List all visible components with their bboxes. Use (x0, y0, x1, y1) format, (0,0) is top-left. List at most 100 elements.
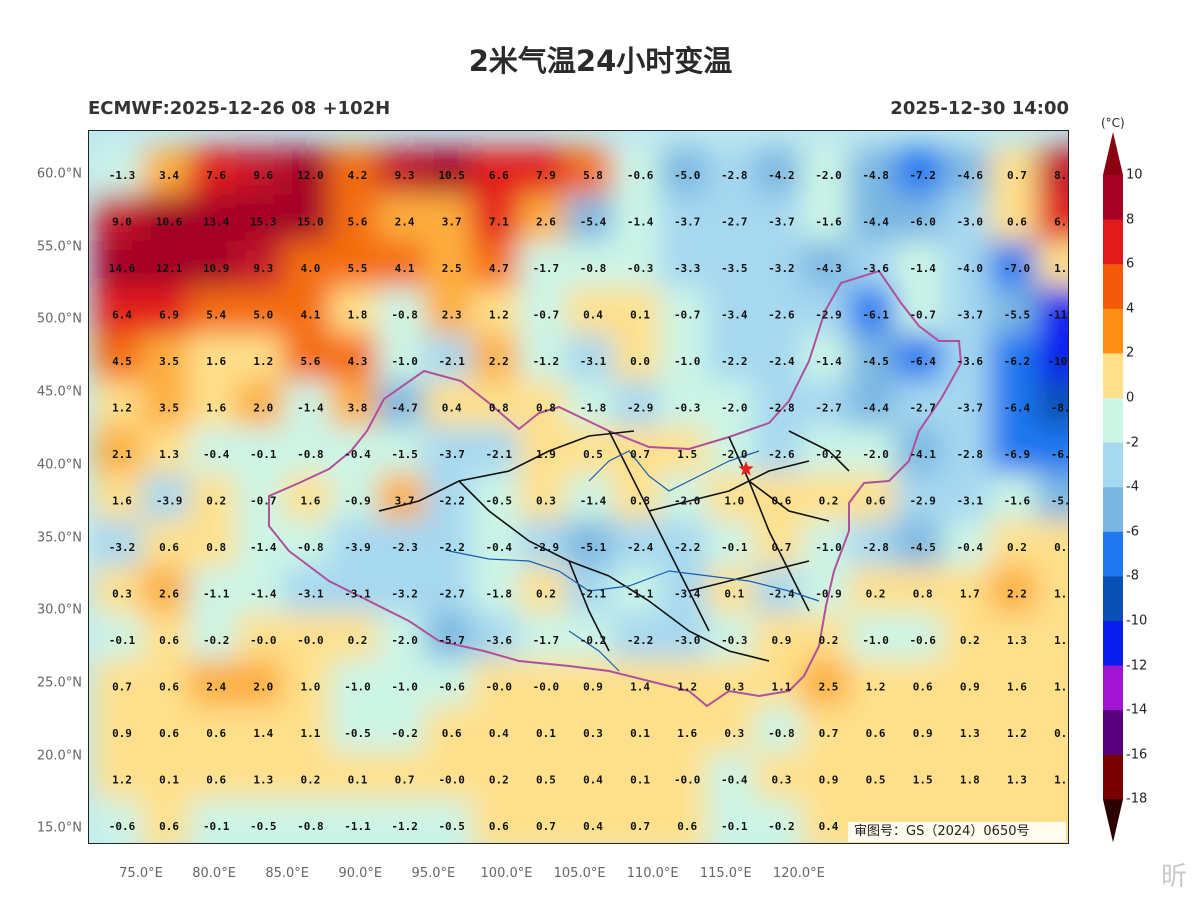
grid-value-label: -2.2 (721, 355, 748, 368)
grid-value-label: -0.1 (721, 541, 748, 554)
grid-value-label: 0.7 (112, 681, 132, 694)
grid-value-label: 1.6 (206, 355, 226, 368)
field-cell (1036, 659, 1068, 714)
grid-value-label: 1.3 (1007, 774, 1027, 787)
legend-tick-label: -18 (1126, 791, 1148, 807)
field-cell (141, 659, 197, 714)
field-cell (989, 240, 1045, 296)
field-cell (612, 612, 668, 668)
grid-value-label: -2.9 (533, 541, 560, 554)
field-cell (848, 566, 904, 621)
grid-value-label: 1.8 (960, 774, 980, 787)
grid-value-label: 0.1 (630, 309, 650, 322)
field-cell (848, 659, 904, 714)
field-cell (706, 659, 762, 714)
field-cell (753, 705, 809, 761)
grid-value-label: -0.6 (627, 169, 654, 182)
grid-value-label: 14.6 (109, 262, 136, 275)
legend-tick-label: -12 (1126, 658, 1148, 674)
field-cell (329, 147, 386, 203)
field-cell (282, 519, 338, 575)
field-cell (471, 194, 527, 249)
grid-value-label: 0.6 (866, 495, 886, 508)
field-cell (1036, 147, 1068, 203)
grid-value-label: 0.5 (866, 774, 886, 787)
grid-value-label: -3.4 (721, 309, 748, 322)
grid-value-label: -1.7 (533, 262, 560, 275)
field-cell (329, 519, 386, 575)
legend-swatch (1103, 264, 1123, 310)
field-cell (942, 287, 998, 342)
grid-value-label: -2.0 (815, 169, 842, 182)
field-cell (706, 473, 762, 528)
field-cell (895, 659, 951, 714)
field-cell (800, 659, 857, 714)
field-cell (518, 194, 574, 249)
legend-swatch (1103, 531, 1123, 577)
grid-value-label: -2.9 (909, 495, 936, 508)
grid-value-label: -2.0 (391, 634, 418, 647)
field-cell (518, 147, 574, 203)
grid-value-label: -0.6 (438, 681, 465, 694)
field-cell (895, 194, 951, 249)
longitude-tick-label: 115.0°E (699, 866, 752, 881)
grid-value-label: 1.8 (348, 309, 368, 322)
field-cell (1036, 752, 1068, 807)
field-cell (282, 798, 338, 843)
grid-value-label: -3.3 (674, 262, 701, 275)
field-cell (518, 612, 574, 668)
field-cell (565, 240, 621, 296)
grid-value-label: 0.2 (300, 774, 320, 787)
grid-value-label: 1.3 (159, 448, 179, 461)
grid-value-label: 15.3 (250, 216, 276, 229)
field-cell (659, 752, 715, 807)
field-cell (141, 612, 197, 668)
grid-value-label: -2.8 (768, 402, 795, 415)
legend-tick-label: -14 (1126, 702, 1148, 718)
grid-value-label: 0.4 (442, 402, 462, 415)
field-cell (848, 612, 904, 668)
field-cell (377, 752, 433, 807)
field-cell (895, 287, 951, 342)
field-cell (706, 333, 762, 389)
grid-value-label: 0.2 (536, 588, 556, 601)
field-cell (424, 287, 480, 342)
field-cell (706, 240, 762, 296)
legend-tick-label: 10 (1126, 167, 1143, 183)
field-cell (706, 147, 762, 203)
field-cell (800, 380, 857, 435)
field-cell (329, 566, 386, 621)
field-cell (471, 566, 527, 621)
grid-value-label: -2.0 (721, 448, 748, 461)
field-cell (282, 333, 338, 389)
grid-value-label: 0.6 (442, 727, 462, 740)
grid-value-label: -1.2 (391, 820, 418, 833)
grid-value-label: 3.8 (348, 402, 368, 415)
grid-value-label: 0.6 (771, 495, 791, 508)
field-cell (753, 659, 809, 714)
field-cell (518, 333, 574, 389)
field-cell (282, 473, 338, 528)
grid-value-label: -1.4 (909, 262, 936, 275)
field-cell (612, 147, 668, 203)
field-cell (329, 473, 386, 528)
grid-value-label: -0.5 (486, 495, 513, 508)
grid-value-label: -1.0 (674, 355, 701, 368)
field-cell (188, 752, 244, 807)
field-cell (848, 194, 904, 249)
field-cell (141, 380, 197, 435)
grid-value-label: -2.2 (627, 634, 654, 647)
legend-unit: (°C) (1101, 116, 1125, 130)
grid-value-label: -4.7 (391, 402, 418, 415)
field-cell (94, 194, 150, 249)
temperature-change-map: -1.3 3.4 7.6 9.6 12.0 4.2 9.3 10.5 6.6 7.9 5.8 -0.6… (89, 131, 1068, 843)
map-approval-number: 审图号：GS（2024）0650号 (848, 822, 1066, 842)
field-cell (188, 333, 244, 389)
field-cell (329, 380, 386, 435)
grid-value-label: -1.2 (533, 355, 560, 368)
grid-value-label: 0.6 (206, 727, 226, 740)
grid-value-label: -0.7 (674, 309, 701, 322)
grid-value-label: 0.7 (395, 774, 415, 787)
rivers (448, 450, 820, 672)
capital-star-icon (738, 461, 754, 476)
